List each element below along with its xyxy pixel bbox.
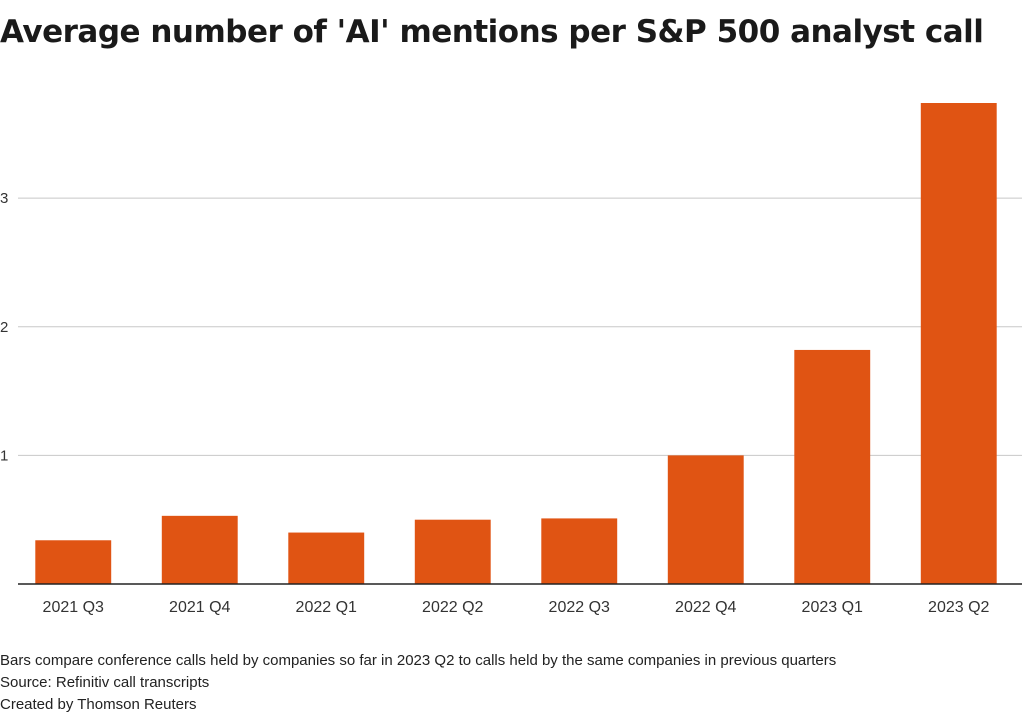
- source-note: Source: Refinitiv call transcripts: [0, 674, 210, 691]
- bar: [35, 540, 112, 584]
- x-tick-label: 2023 Q2: [928, 599, 989, 616]
- bar-chart: 123 2021 Q3 2021 Q4 2022 Q1 2022 Q2 2022 Q3 2…: [0, 103, 1022, 616]
- x-tick-labels: 2021 Q3 2021 Q4 2022 Q1 2022 Q2 2022 Q3 2022 …: [43, 599, 990, 616]
- bar: [794, 349, 871, 584]
- bar: [541, 518, 618, 584]
- bar: [288, 532, 365, 584]
- chart-footer: Bars compare conference calls held by co…: [0, 650, 836, 716]
- bar: [920, 103, 997, 584]
- x-tick-label: 2022 Q3: [549, 599, 610, 616]
- bar: [161, 515, 238, 584]
- bar: [667, 455, 744, 584]
- x-tick-label: 2022 Q2: [422, 599, 483, 616]
- x-tick-label: 2021 Q3: [43, 599, 104, 616]
- gridlines: [18, 197, 1022, 456]
- bars: [35, 103, 997, 584]
- credit-note: Created by Thomson Reuters: [0, 696, 197, 713]
- y-tick-labels: 1 2 3: [0, 190, 8, 464]
- y-tick-label: 2: [0, 319, 8, 336]
- footnote: Bars compare conference calls held by co…: [0, 652, 837, 669]
- chart-title: Average number of 'AI' mentions per S&P …: [0, 14, 984, 50]
- x-tick-label: 2022 Q4: [675, 599, 736, 616]
- y-tick-label: 3: [0, 190, 8, 207]
- x-tick-label: 2023 Q1: [802, 599, 863, 616]
- bar: [414, 519, 491, 584]
- x-tick-label: 2022 Q1: [296, 599, 357, 616]
- x-tick-label: 2021 Q4: [169, 599, 230, 616]
- y-tick-label: 1: [0, 447, 8, 464]
